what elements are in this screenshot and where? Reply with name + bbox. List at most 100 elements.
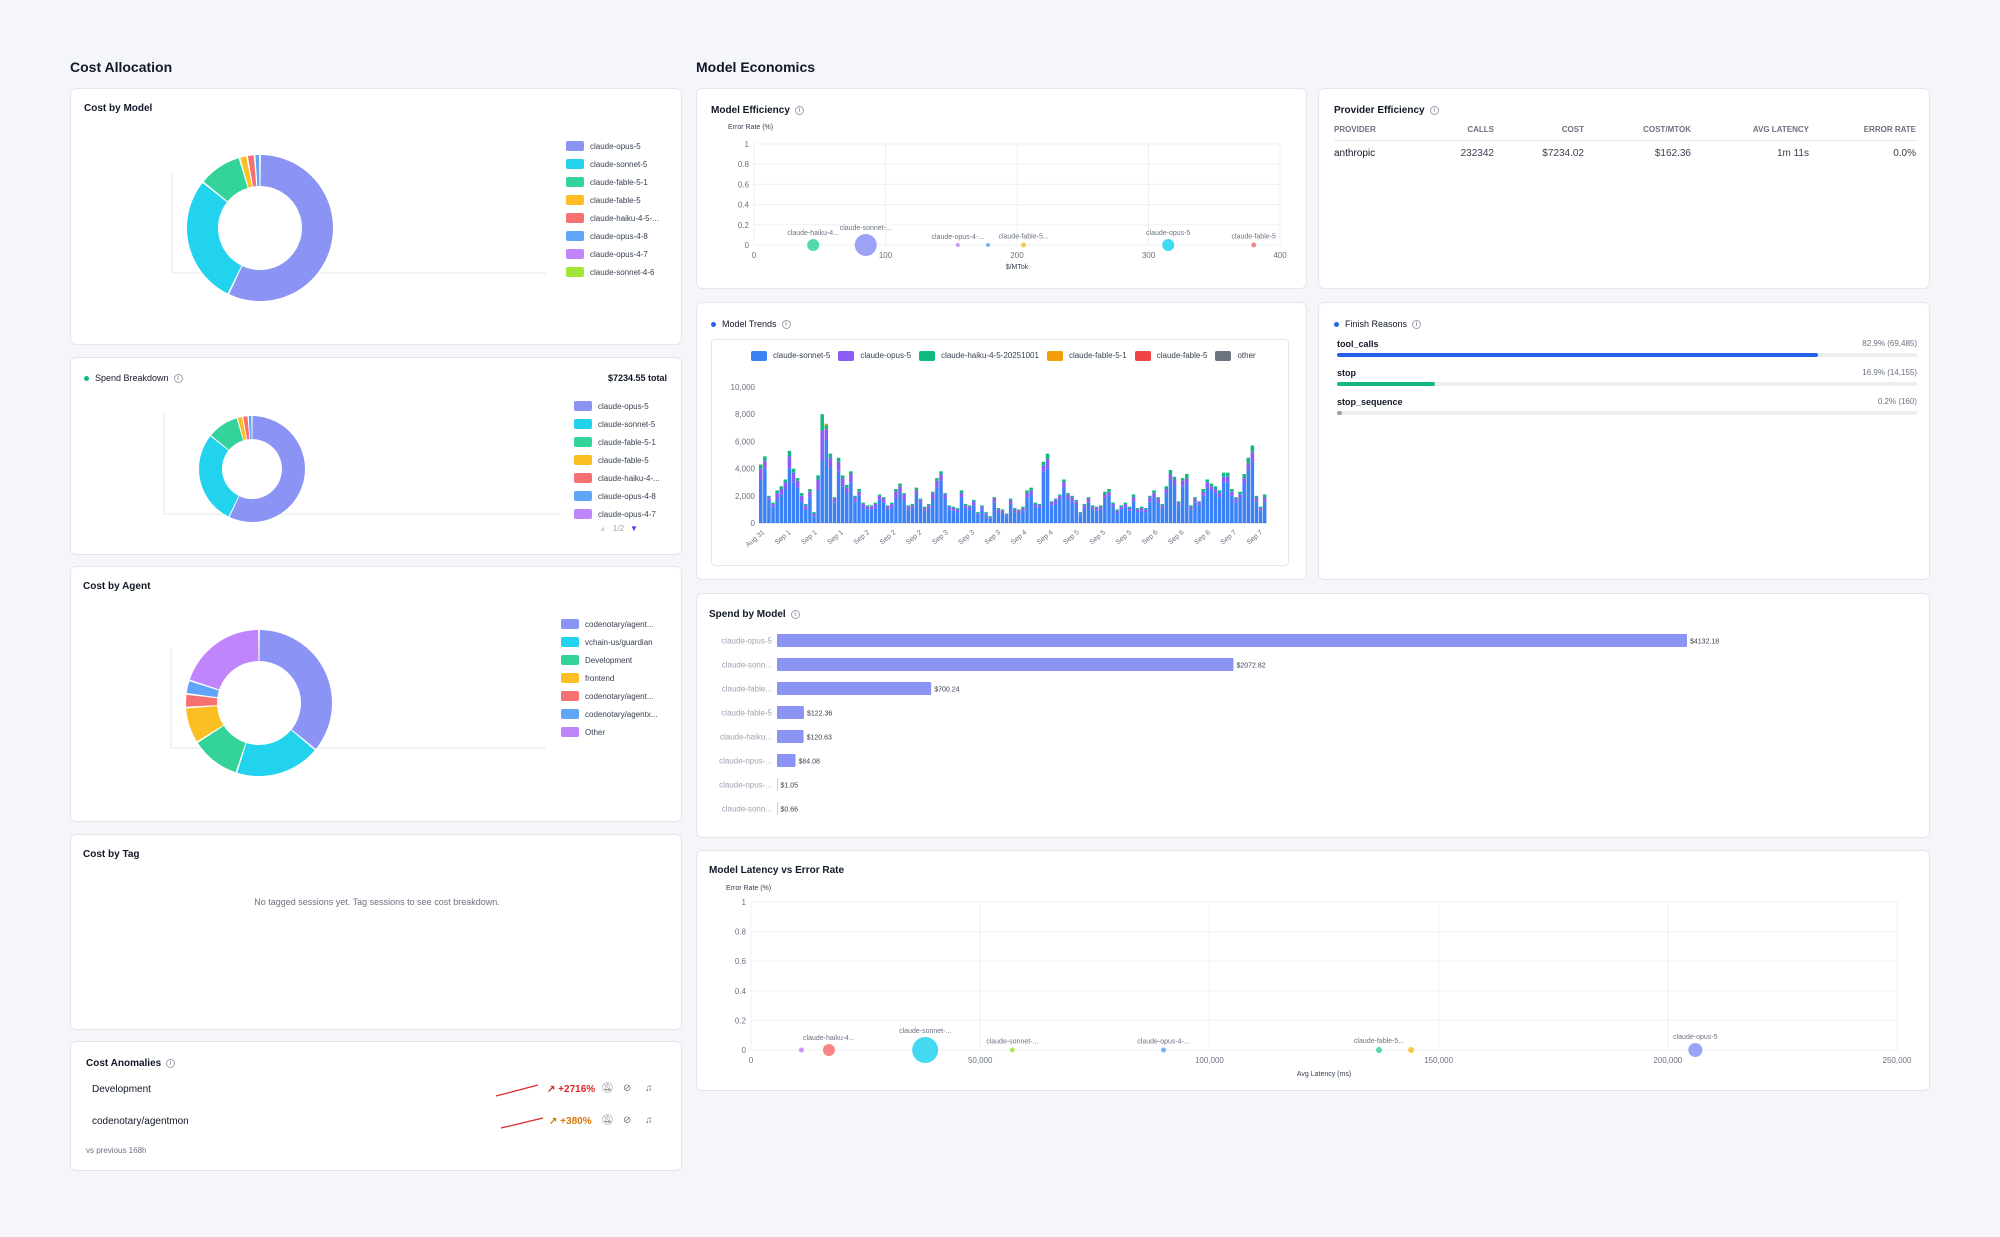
eye-off-icon[interactable]: ⊘ <box>623 1115 632 1126</box>
legend-item[interactable]: codenotary/agent... <box>561 687 658 705</box>
column-header[interactable]: PROVIDER <box>1334 125 1424 141</box>
trend-bar-segment <box>767 495 771 498</box>
trend-bar-segment <box>1135 512 1140 523</box>
trend-bar-segment <box>1078 512 1083 514</box>
x-tick-label: Sep 4 <box>1036 529 1055 546</box>
trend-bar-segment <box>926 505 931 509</box>
bell-off-icon[interactable]: 🔕︎ <box>601 1083 614 1094</box>
legend-swatch <box>1134 350 1151 361</box>
y-axis-label: Error Rate (%) <box>726 885 771 892</box>
trend-bar-segment <box>791 472 796 483</box>
legend-item[interactable]: claude-fable-5 <box>574 451 660 469</box>
column-header[interactable]: AVG LATENCY <box>1691 125 1809 141</box>
legend-item[interactable]: claude-sonnet-5 <box>574 415 660 433</box>
trend-bar-segment <box>1025 490 1029 494</box>
anomaly-sparkline <box>495 1084 539 1097</box>
trend-bar-segment <box>1230 491 1234 496</box>
trend-bar-segment <box>980 506 984 510</box>
trend-bar-segment <box>972 499 976 502</box>
info-icon[interactable]: i <box>166 1058 176 1068</box>
anomaly-row[interactable]: codenotary/agentmon ↗ +380% 🔕︎ ⊘ ♫︎ <box>71 1114 683 1138</box>
anomaly-row[interactable]: Development ↗ +2716% 🔕︎ ⊘ ♫︎ <box>71 1082 683 1106</box>
legend-item[interactable]: claude-opus-5 <box>574 397 660 415</box>
y-tick-label: 0.8 <box>738 160 750 169</box>
legend-item[interactable]: claude-sonnet-5 <box>751 347 830 364</box>
column-header[interactable]: COST/MTOK <box>1584 125 1691 141</box>
bell-icon[interactable]: ♫︎ <box>645 1115 653 1126</box>
trend-bar-segment <box>1258 508 1263 511</box>
trend-bar-segment <box>881 498 886 503</box>
legend-label: codenotary/agentx... <box>585 709 658 719</box>
legend-swatch <box>574 419 592 429</box>
legend-item[interactable]: codenotary/agentx... <box>561 705 658 723</box>
x-tick-label: Aug 31 <box>745 529 767 549</box>
trend-bar-segment <box>1017 510 1021 514</box>
donut-slice <box>248 416 252 440</box>
column-header[interactable]: CALLS <box>1424 125 1494 141</box>
bell-icon[interactable]: ♫︎ <box>645 1083 653 1094</box>
pager-next-button[interactable]: ▼ <box>630 524 638 533</box>
column-header[interactable]: ERROR RATE <box>1809 125 1916 141</box>
legend-item[interactable]: claude-haiku-4-5-20251001 <box>919 347 1039 364</box>
legend-item[interactable]: Other <box>561 723 658 741</box>
trend-bar-segment <box>1053 503 1058 523</box>
finish-reason-name: stop <box>1337 368 1356 378</box>
legend-item[interactable]: claude-fable-5 <box>1134 347 1207 364</box>
trend-bar-segment <box>824 425 829 430</box>
legend-item[interactable]: Development <box>561 651 658 669</box>
scatter-point <box>798 1047 804 1053</box>
legend-item[interactable]: claude-opus-5 <box>566 137 659 155</box>
legend-item[interactable]: claude-opus-4-8 <box>566 227 659 245</box>
trend-bar-segment <box>910 505 915 509</box>
info-icon[interactable]: i <box>1412 320 1422 330</box>
bar-category-label: claude-sonn... <box>722 661 772 670</box>
trend-bar-segment <box>771 506 775 523</box>
trend-bar-segment <box>857 491 861 496</box>
trend-bar-segment <box>759 479 763 523</box>
legend-item[interactable]: claude-sonnet-4-6 <box>566 263 659 281</box>
legend-item[interactable]: claude-fable-5-1 <box>566 173 659 191</box>
legend-item[interactable]: frontend <box>561 669 658 687</box>
trend-bar-segment <box>1238 494 1242 499</box>
eye-off-icon[interactable]: ⊘ <box>623 1083 632 1094</box>
legend-item[interactable]: claude-opus-4-7 <box>574 505 660 523</box>
trend-bar-segment <box>857 489 861 492</box>
legend-item[interactable]: claude-fable-5-1 <box>574 433 660 451</box>
legend-item[interactable]: vchain-us/guardian <box>561 633 658 651</box>
card-title: Model Efficiency i <box>711 105 804 116</box>
legend-item[interactable]: claude-haiku-4-5-... <box>566 209 659 227</box>
finish-reason-track <box>1337 382 1917 386</box>
y-tick-label: 8,000 <box>735 410 756 419</box>
trend-bar-segment <box>1144 509 1148 513</box>
bell-off-icon[interactable]: 🔕︎ <box>601 1115 614 1126</box>
legend-item[interactable]: claude-opus-5 <box>838 347 911 364</box>
card-title: Provider Efficiency i <box>1334 105 1439 116</box>
legend-item[interactable]: claude-opus-4-7 <box>566 245 659 263</box>
latency-error-card: Model Latency vs Error Rate 1 0.8 0.6 0.4 0.… <box>696 850 1930 1091</box>
info-icon[interactable]: i <box>790 609 800 619</box>
pager-prev-button[interactable]: ▲ <box>599 524 607 533</box>
legend-item[interactable]: claude-fable-5 <box>566 191 659 209</box>
legend-item[interactable]: codenotary/agent... <box>561 615 658 633</box>
table-row[interactable]: anthropic 232342 $7234.02 $162.36 1m 11s… <box>1334 141 1916 159</box>
trend-bar-segment <box>1176 505 1181 523</box>
info-icon[interactable]: i <box>794 105 804 115</box>
info-icon[interactable]: i <box>1429 105 1439 115</box>
trend-bar-segment <box>1008 499 1013 504</box>
trend-bar-segment <box>771 503 775 507</box>
info-icon[interactable]: i <box>173 374 183 384</box>
info-icon[interactable]: i <box>781 320 791 330</box>
legend-item[interactable]: claude-opus-4-8 <box>574 487 660 505</box>
trend-bar-segment <box>1037 508 1042 523</box>
legend-item[interactable]: claude-sonnet-5 <box>566 155 659 173</box>
column-header[interactable]: COST <box>1494 125 1584 141</box>
legend-item[interactable]: other <box>1215 347 1256 364</box>
trend-bar-segment <box>1070 501 1074 523</box>
scatter-point <box>1408 1047 1415 1053</box>
legend-item[interactable]: claude-haiku-4-... <box>574 469 660 487</box>
cost-by-agent-donut <box>170 630 546 776</box>
trend-bar-segment <box>931 493 935 499</box>
legend-item[interactable]: claude-fable-5-1 <box>1046 347 1127 364</box>
trend-bar-segment <box>820 414 824 431</box>
trend-bar-segment <box>828 457 833 468</box>
